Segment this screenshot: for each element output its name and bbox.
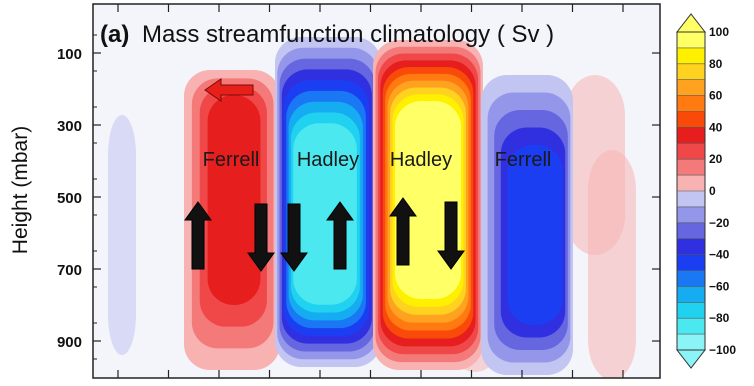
colorbar-segment (677, 127, 705, 144)
arrow-up (389, 197, 417, 266)
colorbar-tick-label: 0 (709, 184, 716, 198)
colorbar-tick-label: −80 (709, 311, 730, 325)
colorbar-segment (677, 286, 705, 303)
colorbar-tick-label: −20 (709, 216, 730, 230)
x-ticks (117, 4, 624, 378)
cell-label: Ferrell (495, 149, 552, 171)
colorbar-segment (677, 206, 705, 224)
colorbar-tick-label: −40 (709, 248, 730, 262)
colorbar-segment (677, 222, 705, 240)
faint-contour-band (108, 115, 136, 355)
faint-contour-band (565, 75, 625, 255)
chart-title: (a) Mass streamfunction climatology ( Sv… (100, 21, 554, 48)
colorbar-segment (677, 111, 705, 128)
cell-labels: Ferrell Hadley Hadley Ferrell (203, 149, 552, 171)
colorbar-segment (677, 238, 705, 256)
title-text: Mass streamfunction climatology ( Sv ) (142, 21, 554, 48)
plot-frame (92, 3, 661, 379)
colorbar-tick-label: −100 (709, 343, 736, 357)
cell-label: Hadley (297, 149, 359, 171)
colorbar-bottom-cap (675, 349, 707, 369)
y-axis-label: Height (mbar) (9, 126, 32, 254)
colorbar-tick-label: 100 (709, 25, 729, 39)
colorbar-top-cap (675, 13, 707, 33)
colorbar-tick-label: 60 (709, 89, 723, 103)
y-tick-label: 700 (57, 262, 82, 279)
colorbar-segment (677, 318, 705, 335)
colorbar-segment (677, 95, 705, 112)
colorbar-segment (677, 159, 705, 176)
colorbar-segment (677, 143, 705, 160)
colorbar-segment (677, 63, 705, 81)
panel-tag: (a) (100, 21, 129, 48)
y-tick-label: 500 (57, 190, 82, 207)
colorbar-tick-label: 20 (709, 152, 723, 166)
colorbar-tick-label: −60 (709, 279, 730, 293)
arrow-up (184, 201, 212, 270)
cell-label: Hadley (390, 149, 452, 171)
colorbar-segment (677, 47, 705, 65)
arrow-up (326, 201, 354, 270)
y-tick-label: 300 (57, 118, 82, 135)
colorbar-segment (677, 79, 705, 97)
colorbar-segment (677, 32, 705, 49)
colorbar: 100 80 60 40 20 0 −20 −40 −60 −80 −100 (675, 13, 736, 369)
colorbar-tick-label: 80 (709, 57, 723, 71)
colorbar-segment (677, 334, 705, 351)
arrow-left (204, 78, 254, 102)
arrow-down (437, 201, 465, 270)
arrow-down (247, 203, 275, 272)
colorbar-tick-label: 40 (709, 120, 723, 134)
circulation-arrows (184, 78, 465, 272)
contour-field (108, 37, 636, 378)
y-tick-label: 100 (57, 46, 82, 63)
cell-label: Ferrell (203, 149, 260, 171)
contour-band (507, 145, 563, 325)
colorbar-segment (677, 302, 705, 319)
colorbar-segment (677, 175, 705, 192)
colorbar-segment (677, 191, 705, 208)
y-tick-label: 900 (57, 334, 82, 351)
colorbar-segment (677, 254, 705, 271)
arrow-down (280, 203, 308, 272)
contour-band (207, 95, 261, 305)
y-ticks: 100 300 500 700 900 (57, 34, 660, 360)
colorbar-segment (677, 270, 705, 287)
